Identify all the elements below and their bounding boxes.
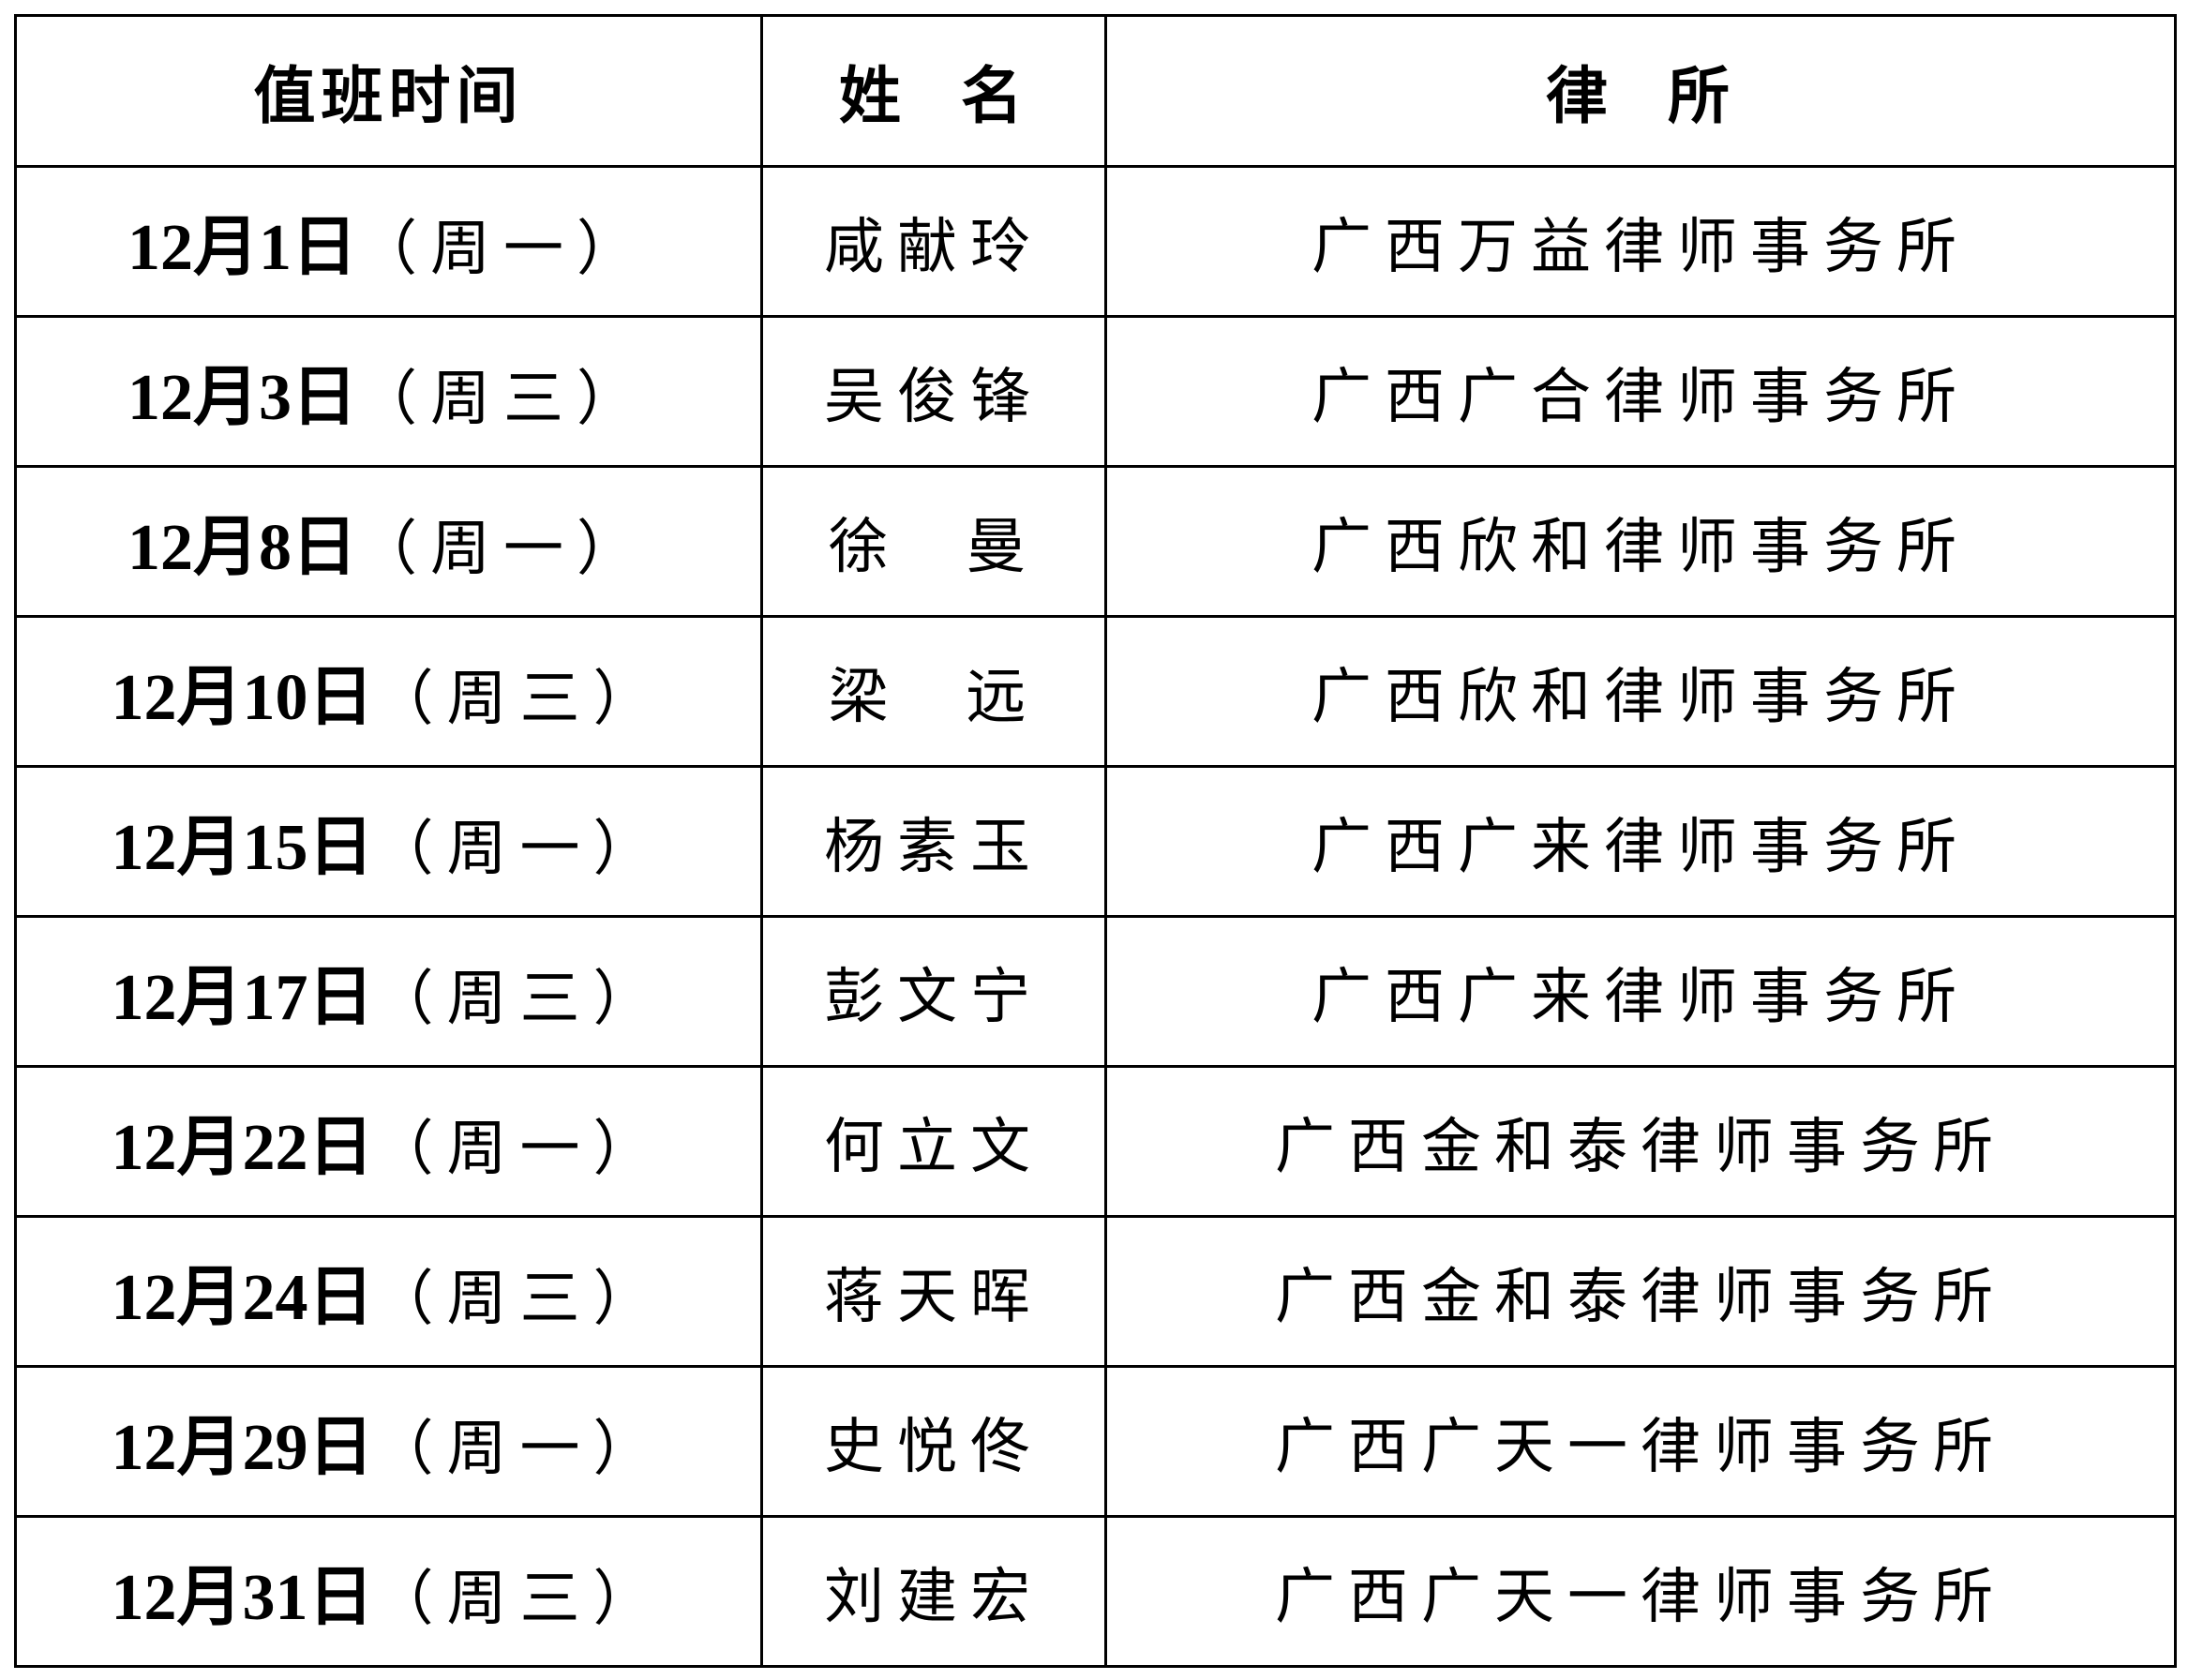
table-row: 12月31日（周三） 刘建宏 广西广天一律师事务所 — [14, 1515, 2177, 1668]
law-firm-cell: 广西广天一律师事务所 — [1104, 1365, 2177, 1518]
lawyer-name-cell: 彭文宁 — [760, 915, 1107, 1068]
weekday: （周一） — [357, 215, 650, 284]
weekday: （周三） — [373, 1265, 667, 1334]
duty-time-cell: 12月1日（周一） — [14, 165, 763, 318]
law-firm-cell: 广西金和泰律师事务所 — [1104, 1215, 2177, 1368]
date: 12月1日 — [127, 212, 357, 284]
law-firm-cell: 广西广天一律师事务所 — [1104, 1515, 2177, 1668]
date: 12月15日 — [111, 812, 374, 884]
weekday: （周一） — [373, 1415, 667, 1484]
table-row: 12月15日（周一） 杨素玉 广西广来律师事务所 — [14, 765, 2177, 918]
weekday: （周一） — [373, 815, 667, 884]
law-firm-cell: 广西广来律师事务所 — [1104, 765, 2177, 918]
table-row: 12月10日（周三）梁 远广西欣和律师事务所 — [14, 615, 2177, 768]
lawyer-name-cell: 梁 远 — [760, 615, 1107, 768]
law-firm-cell: 广西广来律师事务所 — [1104, 915, 2177, 1068]
weekday: （周三） — [373, 965, 667, 1034]
lawyer-name-cell: 史悦佟 — [760, 1365, 1107, 1518]
date: 12月10日 — [111, 662, 374, 734]
law-firm-cell: 广西金和泰律师事务所 — [1104, 1065, 2177, 1218]
duty-time-cell: 12月24日（周三） — [14, 1215, 763, 1368]
header-firm: 律 所 — [1104, 14, 2177, 168]
lawyer-name-cell: 徐 曼 — [760, 465, 1107, 618]
header-duty-time: 值班时间 — [14, 14, 763, 168]
lawyer-name-cell: 蒋天晖 — [760, 1215, 1107, 1368]
table-row: 12月1日（周一） 咸献玲 广西万益律师事务所 — [14, 165, 2177, 318]
date: 12月3日 — [127, 362, 357, 434]
duty-time-cell: 12月3日（周三） — [14, 315, 763, 468]
duty-time-cell: 12月8日（周一） — [14, 465, 763, 618]
lawyer-name-cell: 咸献玲 — [760, 165, 1107, 318]
date: 12月24日 — [111, 1262, 374, 1334]
duty-schedule-table: 值班时间 姓 名 律 所 12月1日（周一） 咸献玲 广西万益律师事务所 12月3日（… — [14, 14, 2177, 1668]
table-row: 12月17日（周三） 彭文宁 广西广来律师事务所 — [14, 915, 2177, 1068]
date: 12月29日 — [111, 1412, 374, 1484]
lawyer-name-cell: 吴俊锋 — [760, 315, 1107, 468]
lawyer-name-cell: 杨素玉 — [760, 765, 1107, 918]
duty-time-cell: 12月29日（周一） — [14, 1365, 763, 1518]
table-row: 12月29日（周一） 史悦佟 广西广天一律师事务所 — [14, 1365, 2177, 1518]
table-row: 12月3日（周三） 吴俊锋 广西广合律师事务所 — [14, 315, 2177, 468]
duty-time-cell: 12月22日（周一） — [14, 1065, 763, 1218]
duty-time-cell: 12月31日（周三） — [14, 1515, 763, 1668]
weekday: （周三） — [357, 365, 650, 434]
law-firm-cell: 广西欣和律师事务所 — [1104, 615, 2177, 768]
weekday: （周一） — [373, 1115, 667, 1184]
table-row: 12月22日（周一） 何立文 广西金和泰律师事务所 — [14, 1065, 2177, 1218]
table-row: 12月24日（周三） 蒋天晖 广西金和泰律师事务所 — [14, 1215, 2177, 1368]
date: 12月8日 — [127, 512, 357, 584]
date: 12月31日 — [111, 1562, 374, 1634]
law-firm-cell: 广西欣和律师事务所 — [1104, 465, 2177, 618]
lawyer-name-cell: 刘建宏 — [760, 1515, 1107, 1668]
law-firm-cell: 广西广合律师事务所 — [1104, 315, 2177, 468]
law-firm-cell: 广西万益律师事务所 — [1104, 165, 2177, 318]
header-name: 姓 名 — [760, 14, 1107, 168]
table-row: 12月8日（周一）徐 曼广西欣和律师事务所 — [14, 465, 2177, 618]
header-row: 值班时间 姓 名 律 所 — [14, 14, 2177, 168]
date: 12月17日 — [111, 962, 374, 1034]
weekday: （周一） — [357, 515, 650, 584]
lawyer-name-cell: 何立文 — [760, 1065, 1107, 1218]
weekday: （周三） — [373, 665, 667, 734]
date: 12月22日 — [111, 1112, 374, 1184]
duty-time-cell: 12月17日（周三） — [14, 915, 763, 1068]
weekday: （周三） — [373, 1565, 667, 1634]
duty-time-cell: 12月10日（周三） — [14, 615, 763, 768]
duty-time-cell: 12月15日（周一） — [14, 765, 763, 918]
